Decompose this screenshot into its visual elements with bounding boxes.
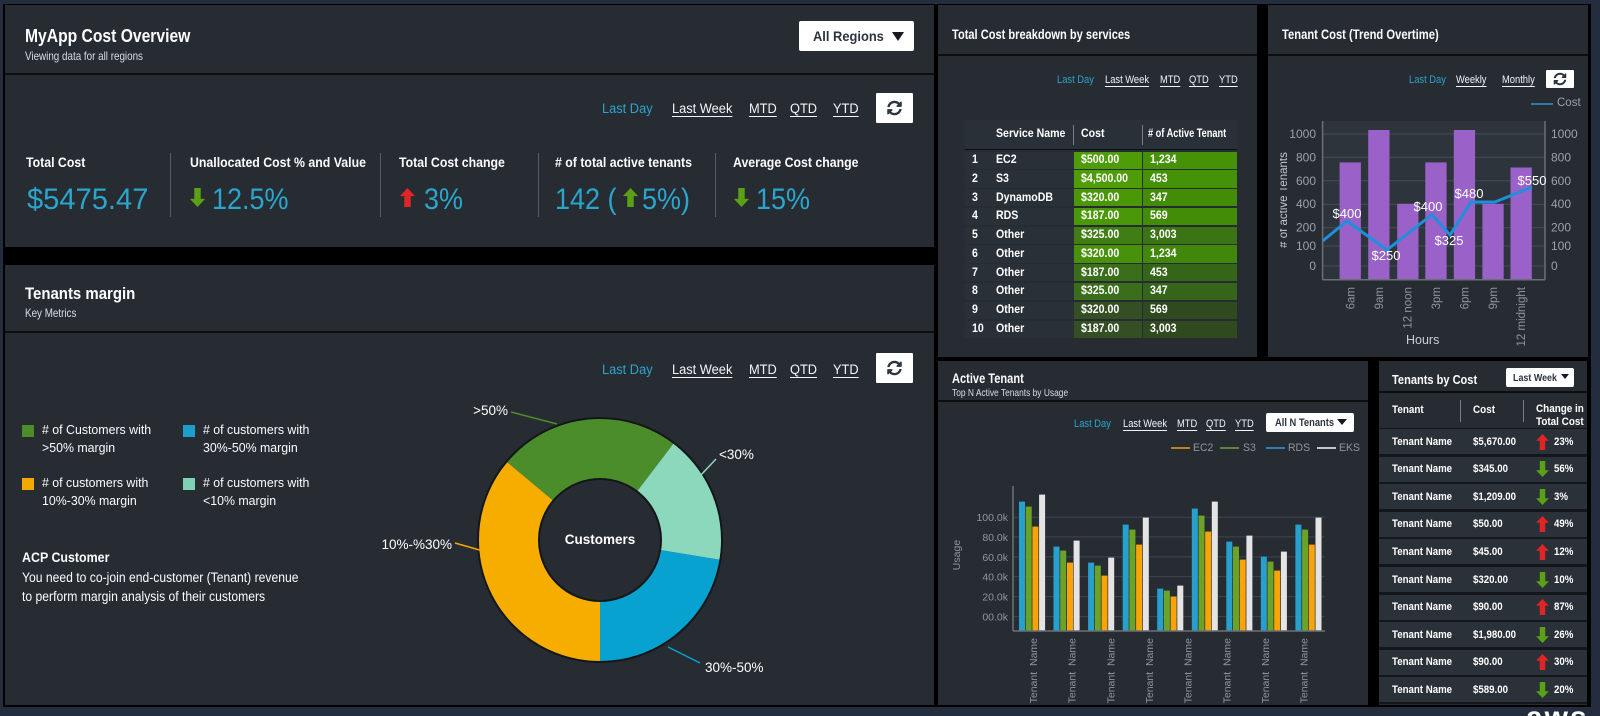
svg-text:3pm: 3pm <box>1431 287 1443 309</box>
svg-text:6pm: 6pm <box>1460 287 1472 309</box>
svg-text:100: 100 <box>1551 239 1571 253</box>
svg-text:Tenant Name: Tenant Name <box>1260 638 1272 704</box>
svg-text:$250: $250 <box>1372 248 1401 263</box>
svg-text:Tenant Name: Tenant Name <box>1183 638 1195 704</box>
svg-text:$480: $480 <box>1455 186 1484 201</box>
svg-text:1000: 1000 <box>1551 127 1578 141</box>
svg-text:100: 100 <box>1296 239 1316 253</box>
svg-text:40.0k: 40.0k <box>982 572 1008 584</box>
svg-text:200: 200 <box>1296 221 1316 235</box>
svg-text:600: 600 <box>1296 174 1316 188</box>
svg-text:400: 400 <box>1296 197 1316 211</box>
svg-text:00.0k: 00.0k <box>982 612 1008 624</box>
svg-text:9pm: 9pm <box>1488 287 1500 309</box>
svg-text:20.0k: 20.0k <box>982 592 1008 604</box>
svg-text:Tenant Name: Tenant Name <box>1028 638 1040 704</box>
svg-text:800: 800 <box>1551 150 1571 164</box>
svg-text:600: 600 <box>1551 174 1571 188</box>
svg-text:6am: 6am <box>1345 287 1357 309</box>
svg-text:Customers: Customers <box>565 532 636 547</box>
svg-text:Tenant Name: Tenant Name <box>1067 638 1079 704</box>
svg-text:0: 0 <box>1551 259 1558 273</box>
svg-text:30%-50%: 30%-50% <box>705 660 764 675</box>
svg-text:800: 800 <box>1296 150 1316 164</box>
svg-text:200: 200 <box>1551 221 1571 235</box>
svg-text:# of active Tenants: # of active Tenants <box>1280 152 1290 248</box>
svg-text:>50%: >50% <box>473 403 508 418</box>
svg-text:Tenant Name: Tenant Name <box>1299 638 1311 704</box>
svg-text:Usage: Usage <box>951 540 963 571</box>
svg-text:9am: 9am <box>1374 287 1386 309</box>
svg-text:60.0k: 60.0k <box>982 552 1008 564</box>
svg-text:Tenant Name: Tenant Name <box>1144 638 1156 704</box>
svg-text:12 noon: 12 noon <box>1403 287 1415 329</box>
svg-text:Tenant Name: Tenant Name <box>1221 638 1233 704</box>
svg-text:12 midnight: 12 midnight <box>1516 286 1528 346</box>
svg-text:<30%: <30% <box>719 447 754 462</box>
svg-text:$400: $400 <box>1414 199 1443 214</box>
svg-text:$400: $400 <box>1333 206 1362 221</box>
svg-text:Tenant Name: Tenant Name <box>1105 638 1117 704</box>
svg-text:10%-%30%: 10%-%30% <box>381 537 452 552</box>
svg-text:100.0k: 100.0k <box>976 512 1008 524</box>
svg-text:400: 400 <box>1551 197 1571 211</box>
svg-text:$550: $550 <box>1518 173 1547 188</box>
svg-text:1000: 1000 <box>1289 127 1316 141</box>
svg-text:0: 0 <box>1309 259 1316 273</box>
svg-text:80.0k: 80.0k <box>982 532 1008 544</box>
svg-text:$325: $325 <box>1435 233 1464 248</box>
